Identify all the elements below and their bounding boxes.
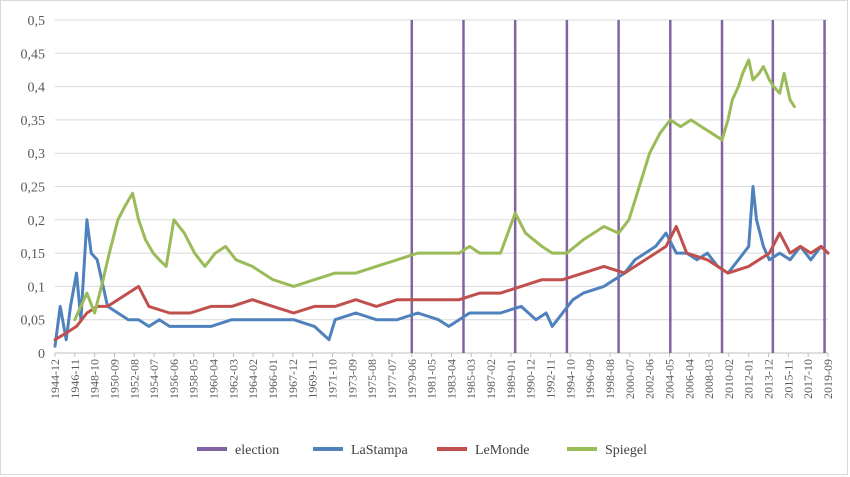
x-tick-label: 1964-02 xyxy=(246,359,260,399)
legend-label: Spiegel xyxy=(605,443,647,458)
series-line-lemonde xyxy=(53,225,830,342)
y-tick-label: 0,35 xyxy=(21,114,46,129)
x-tick-label: 1990-12 xyxy=(524,359,538,399)
x-tick-label: 1992-11 xyxy=(544,359,558,399)
x-tick-label: 1956-06 xyxy=(167,359,181,399)
y-tick-label: 0,15 xyxy=(21,247,46,262)
y-tick-label: 0 xyxy=(38,347,45,362)
x-tick-label: 1948-10 xyxy=(88,359,102,399)
x-tick-label: 1994-10 xyxy=(563,359,577,399)
x-tick-label: 1975-08 xyxy=(365,359,379,399)
x-tick-label: 1973-09 xyxy=(345,359,359,399)
x-tick-label: 2012-01 xyxy=(742,359,756,399)
x-tick-label: 1946-11 xyxy=(68,359,82,399)
legend-label: election xyxy=(235,443,279,458)
y-tick-label: 0,3 xyxy=(28,147,46,162)
series-line-lastampa xyxy=(53,185,830,348)
y-tick-label: 0,45 xyxy=(21,47,46,62)
x-tick-label: 2015-11 xyxy=(781,359,795,399)
x-tick-label: 2019-09 xyxy=(821,359,835,399)
x-tick-label: 1967-12 xyxy=(286,359,300,399)
x-tick-label: 2002-06 xyxy=(643,359,657,399)
y-tick-label: 0,4 xyxy=(28,81,46,96)
x-tick-label: 2006-04 xyxy=(682,359,696,399)
y-tick-label: 0,1 xyxy=(28,280,46,295)
x-tick-label: 1966-01 xyxy=(266,359,280,399)
x-tick-label: 1985-03 xyxy=(464,359,478,399)
x-tick-label: 1983-04 xyxy=(444,359,458,399)
x-tick-label: 1998-08 xyxy=(603,359,617,399)
y-tick-label: 0,2 xyxy=(28,214,46,229)
x-tick-label: 1971-10 xyxy=(325,359,339,399)
y-axis: 0 0,05 0,1 0,15 0,2 0,25 0,3 0,35 0,4 0,45 0,5 xyxy=(21,14,46,362)
x-tick-label: 1987-02 xyxy=(484,359,498,399)
x-tick-label: 2000-07 xyxy=(623,359,637,399)
legend-label: LeMonde xyxy=(475,443,529,458)
x-tick-label: 2013-12 xyxy=(762,359,776,399)
x-tick-label: 2017-10 xyxy=(801,359,815,399)
x-tick-label: 1952-08 xyxy=(127,359,141,399)
series-line-spiegel xyxy=(73,58,796,322)
x-tick-label: 1962-03 xyxy=(226,359,240,399)
legend-label: LaStampa xyxy=(351,443,409,458)
x-tick-label: 1960-04 xyxy=(207,359,221,399)
x-axis: 1944-12 1946-11 1948-10 1950-09 1952-08 1954-… xyxy=(48,352,835,399)
y-tick-label: 0,25 xyxy=(21,181,46,196)
x-tick-label: 1981-05 xyxy=(425,359,439,399)
x-tick-label: 1977-07 xyxy=(385,359,399,399)
x-tick-label: 1944-12 xyxy=(48,359,62,399)
x-tick-label: 1979-06 xyxy=(405,359,419,399)
x-tick-label: 1989-01 xyxy=(504,359,518,399)
x-tick-label: 1969-11 xyxy=(306,359,320,399)
x-tick-label: 1996-09 xyxy=(583,359,597,399)
x-tick-label: 2008-03 xyxy=(702,359,716,399)
x-tick-label: 1950-09 xyxy=(107,359,121,399)
y-tick-label: 0,5 xyxy=(28,14,46,29)
x-tick-label: 1958-05 xyxy=(187,359,201,399)
legend: election LaStampa LeMonde Spiegel xyxy=(197,443,647,458)
x-tick-label: 2004-05 xyxy=(662,359,676,399)
y-tick-label: 0,05 xyxy=(21,314,46,329)
x-tick-label: 1954-07 xyxy=(147,359,161,399)
series-layer xyxy=(53,20,830,353)
x-tick-label: 2010-02 xyxy=(722,359,736,399)
y-gridlines xyxy=(55,19,828,354)
